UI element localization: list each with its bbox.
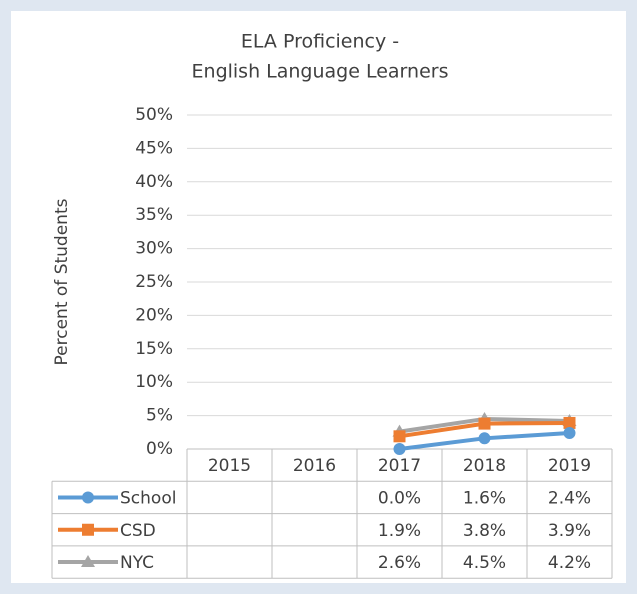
- legend-label: CSD: [120, 521, 156, 541]
- legend-marker: [81, 555, 95, 568]
- chart-area: [11, 11, 626, 583]
- chart-title: English Language Learners: [192, 61, 449, 83]
- marker: [393, 443, 406, 455]
- y-tick-label: 15%: [135, 339, 173, 359]
- y-tick-label: 10%: [135, 372, 173, 392]
- y-tick-label: 5%: [146, 406, 173, 426]
- data-table-value: 3.9%: [548, 521, 591, 541]
- data-table-value: 3.8%: [463, 521, 506, 541]
- y-tick-label: 45%: [135, 138, 173, 158]
- marker: [563, 416, 576, 429]
- data-table-value: 4.2%: [548, 553, 591, 573]
- x-tick-label: 2019: [548, 456, 591, 476]
- legend-label: School: [120, 488, 176, 508]
- y-tick-label: 25%: [135, 272, 173, 292]
- marker: [393, 430, 406, 443]
- marker: [563, 426, 576, 439]
- y-tick-label: 20%: [135, 305, 173, 325]
- y-tick-label: 0%: [146, 439, 173, 459]
- y-tick-label: 30%: [135, 239, 173, 259]
- data-table-value: 2.6%: [378, 553, 421, 573]
- legend-marker: [82, 523, 94, 536]
- data-table-value: 0.0%: [378, 488, 421, 508]
- y-tick-label: 35%: [135, 205, 173, 225]
- y-axis-label: Percent of Students: [52, 198, 72, 365]
- marker: [478, 417, 491, 430]
- y-tick-label: 40%: [135, 172, 173, 192]
- x-tick-label: 2016: [293, 456, 336, 476]
- data-table-value: 1.6%: [463, 488, 506, 508]
- marker: [478, 432, 491, 445]
- legend-label: NYC: [120, 553, 154, 573]
- chart-title: ELA Proficiency -: [241, 31, 399, 53]
- x-tick-label: 2015: [208, 456, 251, 476]
- x-tick-label: 2017: [378, 456, 421, 476]
- data-table-value: 2.4%: [548, 488, 591, 508]
- data-table-value: 4.5%: [463, 553, 506, 573]
- data-table-value: 1.9%: [378, 521, 421, 541]
- y-tick-label: 50%: [135, 105, 173, 125]
- x-tick-label: 2018: [463, 456, 506, 476]
- legend-marker: [82, 491, 94, 504]
